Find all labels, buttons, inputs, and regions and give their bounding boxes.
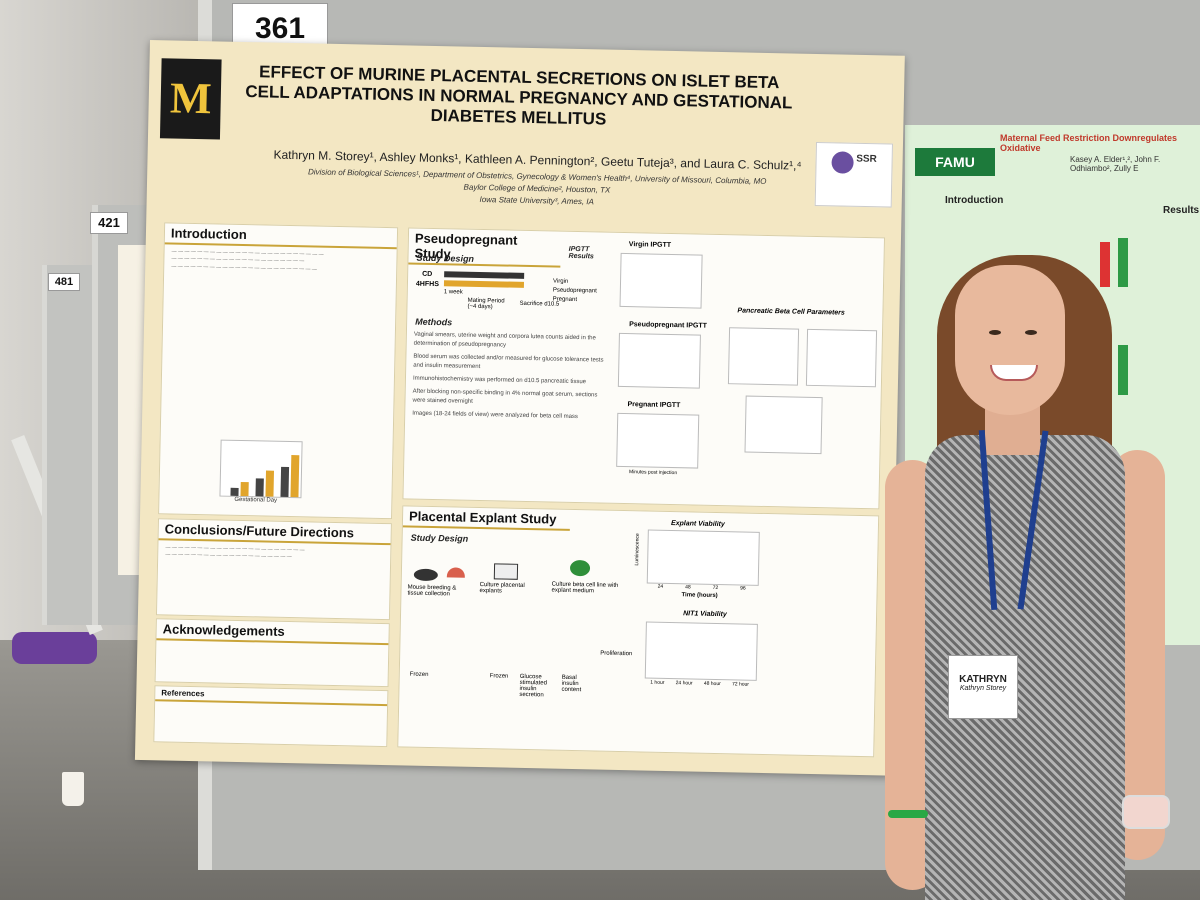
famu-logo: FAMU <box>915 148 995 176</box>
booth-number-481: 481 <box>48 273 80 291</box>
ssr-circle-icon <box>831 151 854 174</box>
explant-output-frozen-2: Frozen <box>489 673 509 680</box>
explant-step-3: Culture beta cell line with explant medi… <box>551 581 619 595</box>
explant-output-gsis: Glucose stimulated insulin secretion <box>519 673 548 699</box>
tick-label: 72 hour <box>731 681 750 688</box>
poster-title: EFFECT OF MURINE PLACENTAL SECRETIONS ON… <box>245 62 793 129</box>
introduction-text: — — — — — — — — — — — — — — — — — — — — … <box>171 248 324 273</box>
nit1-time-ticks: 1 hour 24 hour 48 hour 72 hour <box>645 680 755 688</box>
conclusions-panel: Conclusions/Future Directions — — — — — … <box>155 518 392 621</box>
methods-list: Vaginal smears, uterine weight and corpo… <box>405 328 612 424</box>
beta-cell-params-title: Pancreatic Beta Cell Parameters <box>737 307 845 317</box>
smartwatch <box>1122 795 1170 829</box>
poster2-authors: Kasey A. Elder¹,², John F. Odhiambo², Zu… <box>1070 155 1161 173</box>
gestational-day-label: Gestational Day <box>234 496 278 504</box>
tick-label: 24 hour <box>675 680 693 687</box>
virgin-ipgtt-chart <box>619 252 703 309</box>
culture-plate-icon <box>493 563 519 580</box>
beta-cell-number-chart <box>744 395 823 455</box>
beta-cell-icon <box>569 559 591 577</box>
intro-bar <box>255 478 264 497</box>
explant-output-proliferation: Proliferation <box>600 650 633 658</box>
one-week-label: 1 week <box>443 289 463 296</box>
green-bracelet <box>888 810 928 818</box>
outcome-pregnant: Pregnant <box>552 296 578 303</box>
person-face <box>955 265 1065 415</box>
name-badge: KATHRYN Kathryn Storey <box>948 655 1018 719</box>
mouse-icon <box>413 568 438 582</box>
tick-label: 24 <box>657 583 664 590</box>
badge-full-name: Kathryn Storey <box>959 685 1007 692</box>
poster2-bar <box>1118 238 1128 287</box>
explant-panel: Placental Explant Study Study Design Mou… <box>397 505 880 758</box>
badge-name: KATHRYN <box>959 674 1007 685</box>
ssr-label: SSR <box>856 153 877 165</box>
explant-viability-chart <box>646 529 760 586</box>
luminescence-axis-label: Luminescence <box>634 533 641 566</box>
tick-label: 1 hour <box>650 679 665 686</box>
mizzou-logo: M <box>159 58 222 140</box>
intro-bar <box>280 466 290 497</box>
intro-bar <box>265 470 275 497</box>
tick-label: 48 hour <box>703 680 721 688</box>
methods-label: Methods <box>415 316 453 328</box>
explant-time-ticks: 24 48 72 96 <box>647 584 757 592</box>
tick-label: 72 <box>712 584 719 592</box>
outcomes-list: Virgin Pseudopregnant Pregnant <box>553 277 598 305</box>
explant-output-frozen-1: Frozen <box>409 671 429 678</box>
person-eyes <box>985 330 1045 336</box>
conclusions-text: — — — — — — — — — — — — — — — — — — — — … <box>165 544 305 561</box>
pregnant-ipgtt-chart <box>616 412 700 469</box>
pseudopregnant-panel: Pseudopregnant Study Study Design CD 4HF… <box>402 227 886 510</box>
references-panel: References <box>153 685 389 748</box>
beta-cell-mass-chart <box>727 327 800 386</box>
intro-bar <box>230 487 239 496</box>
pseudopregnant-ipgtt-chart <box>617 332 701 389</box>
explant-step-2: Culture placental explants <box>479 582 525 595</box>
explant-step-1: Mouse breeding & tissue collection <box>407 584 457 598</box>
nit1-viability-chart <box>644 621 758 681</box>
references-header: References <box>155 686 388 707</box>
time-hours-label: Time (hours) <box>681 592 718 600</box>
pseudopregnant-ipgtt-title: Pseudopregnant IPGTT <box>629 321 707 330</box>
explant-output-basal: Basal insulin content <box>561 674 582 694</box>
beta-cell-proliferation-chart <box>805 328 878 388</box>
poster2-title: Maternal Feed Restriction Downregulates … <box>1000 133 1178 153</box>
poster2-bar <box>1118 345 1128 395</box>
timeline-hfhs <box>443 280 525 288</box>
minutes-post-injection-label: Minutes post injection <box>628 469 678 477</box>
purple-bag <box>12 632 97 664</box>
acknowledgements-panel: Acknowledgements <box>154 618 390 688</box>
ssr-logo: SSR <box>814 141 893 208</box>
pregnant-ipgtt-title: Pregnant IPGTT <box>627 401 681 410</box>
study-design-label: Study Design <box>416 252 475 264</box>
intro-bar <box>290 455 300 498</box>
introduction-panel: Introduction — — — — — — — — — — — — — —… <box>158 222 399 520</box>
poster-main: M EFFECT OF MURINE PLACENTAL SECRETIONS … <box>134 40 905 776</box>
placenta-icon <box>446 567 466 578</box>
poster2-intro-header: Introduction <box>945 195 1004 206</box>
explant-study-design-label: Study Design <box>410 532 469 544</box>
cd-label: CD <box>422 270 433 278</box>
explant-header: Placental Explant Study <box>402 506 571 531</box>
mating-period-label: Mating Period (~4 days) <box>467 297 505 311</box>
tick-label: 48 <box>685 584 691 591</box>
intro-chart <box>219 439 303 499</box>
timeline-cd <box>444 271 525 279</box>
intro-bar <box>240 481 249 497</box>
explant-viability-title: Explant Viability <box>670 520 725 529</box>
coffee-cup <box>62 772 84 806</box>
booth-number-421: 421 <box>90 212 128 234</box>
poster2-results-header: Results <box>1163 205 1200 216</box>
virgin-ipgtt-title: Virgin IPGTT <box>628 241 672 249</box>
poster2-bar <box>1100 242 1110 287</box>
ipgtt-results-label: IPGTT Results <box>568 245 594 261</box>
nit1-viability-title: NIT1 Viability <box>683 610 727 619</box>
hfhs-label: 4HFHS <box>415 280 439 289</box>
acknowledgements-header: Acknowledgements <box>156 619 389 646</box>
tick-label: 96 <box>740 585 746 592</box>
